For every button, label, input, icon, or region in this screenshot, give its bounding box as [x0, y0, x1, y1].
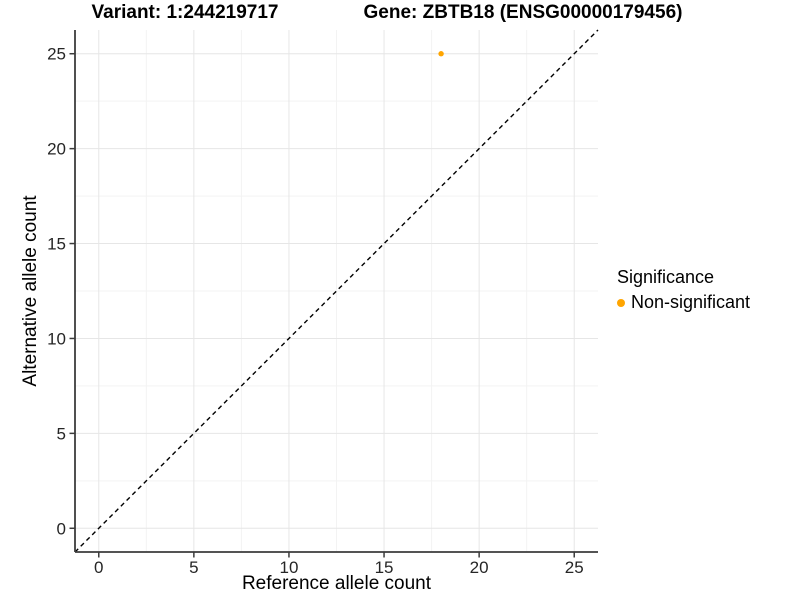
- y-axis-label: Alternative allele count: [20, 195, 41, 387]
- legend-title: Significance: [617, 267, 715, 287]
- x-tick-label: 25: [565, 558, 584, 577]
- x-tick-label: 0: [94, 558, 103, 577]
- x-axis-label: Reference allele count: [241, 573, 432, 594]
- y-tick-label: 0: [57, 519, 66, 538]
- legend-point-icon: [617, 298, 625, 307]
- identity-line: [74, 29, 599, 553]
- variant-title: Variant: 1:244219717: [91, 2, 279, 23]
- y-tick-label: 15: [47, 235, 66, 254]
- y-tick-label: 5: [57, 424, 66, 443]
- gene-title: Gene: ZBTB18 (ENSG00000179456): [363, 2, 683, 23]
- y-tick-label: 10: [47, 329, 66, 348]
- x-tick-label: 20: [470, 558, 489, 577]
- legend-item: Non-significant: [617, 292, 750, 313]
- x-tick-label: 5: [189, 558, 198, 577]
- x-tick-label: 15: [375, 558, 394, 577]
- y-tick-label: 25: [47, 45, 66, 64]
- legend: Significance Non-significant: [617, 267, 750, 313]
- legend-item-label: Non-significant: [631, 292, 751, 312]
- y-tick-label: 20: [47, 140, 66, 159]
- data-point: [438, 51, 444, 57]
- x-tick-label: 10: [279, 558, 298, 577]
